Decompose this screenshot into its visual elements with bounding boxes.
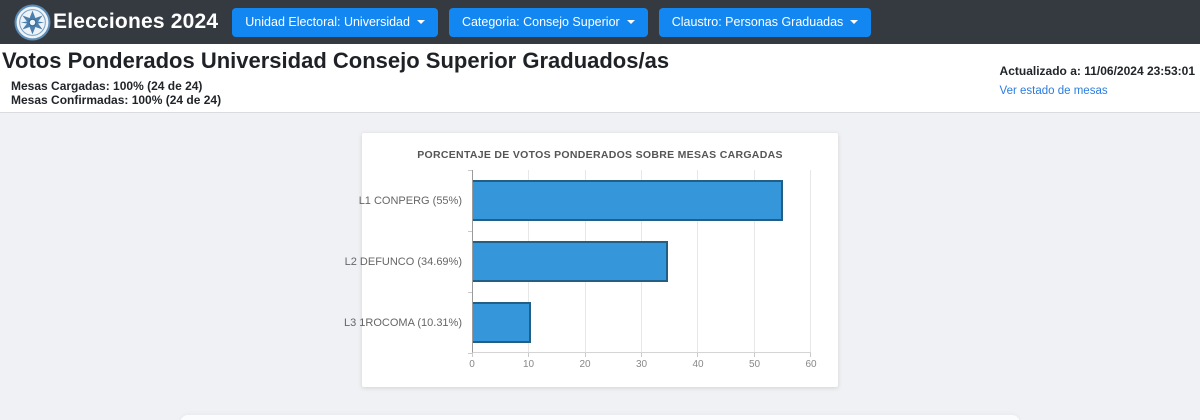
mesas-confirmadas-text: Mesas Confirmadas: 100% (24 de 24): [11, 93, 222, 108]
dropdown-categoria-label: Categoria: Consejo Superior: [461, 15, 620, 29]
navbar: Elecciones 2024 Unidad Electoral: Univer…: [0, 0, 1200, 44]
next-card-top-edge: [180, 415, 1020, 420]
y-tick-mark: [468, 292, 472, 293]
content-area: PORCENTAJE DE VOTOS PONDERADOS SOBRE MES…: [0, 112, 1200, 420]
chart-bar[interactable]: [473, 302, 532, 343]
x-tick-label: 40: [692, 359, 704, 370]
mesas-cargadas-text: Mesas Cargadas: 100% (24 de 24): [11, 79, 203, 94]
y-tick-mark: [468, 353, 472, 354]
university-seal-icon: [14, 4, 51, 40]
x-tick-label: 60: [805, 359, 817, 370]
chevron-down-icon: [850, 20, 859, 24]
x-tick-mark: [584, 353, 586, 357]
chart-bar[interactable]: [473, 241, 669, 282]
brand-title: Elecciones 2024: [53, 10, 219, 33]
ver-estado-de-mesas-link[interactable]: Ver estado de mesas: [999, 85, 1108, 97]
gridline: [697, 170, 699, 352]
mesas-stats: Mesas Cargadas: 100% (24 de 24) Mesas Co…: [11, 79, 1192, 107]
updated-at-text: Actualizado a: 11/06/2024 23:53:01: [999, 64, 1195, 78]
brand[interactable]: Elecciones 2024: [14, 4, 218, 41]
chart-title: PORCENTAJE DE VOTOS PONDERADOS SOBRE MES…: [417, 149, 783, 161]
x-tick-mark: [697, 353, 699, 357]
chevron-down-icon: [626, 20, 635, 24]
x-tick-mark: [641, 353, 642, 357]
chart-category-label: L3 1ROCOMA (10.31%): [344, 316, 462, 329]
page-title: Votos Ponderados Universidad Consejo Sup…: [2, 48, 670, 73]
x-tick-label: 0: [469, 359, 475, 370]
chart-plot: [468, 170, 811, 357]
y-tick-mark: [468, 170, 472, 171]
x-tick-label: 10: [522, 359, 535, 370]
x-tick-mark: [528, 353, 530, 357]
dropdown-unidad-electoral-label: Unidad Electoral: Universidad: [245, 15, 410, 29]
x-tick-mark: [753, 353, 755, 357]
x-tick-mark: [472, 353, 473, 357]
chart-bar[interactable]: [473, 180, 783, 221]
x-tick-label: 20: [579, 359, 591, 370]
dropdown-claustro[interactable]: Claustro: Personas Graduadas: [658, 7, 872, 37]
x-tick-label: 30: [635, 359, 648, 370]
chart-category-label: L1 CONPERG (55%): [358, 194, 462, 207]
dropdown-claustro-label: Claustro: Personas Graduadas: [671, 15, 844, 29]
y-tick-mark: [468, 231, 472, 232]
chart-card: PORCENTAJE DE VOTOS PONDERADOS SOBRE MES…: [344, 133, 838, 387]
dropdown-unidad-electoral[interactable]: Unidad Electoral: Universidad: [232, 7, 438, 37]
updated-block: Actualizado a: 11/06/2024 23:53:01 Ver e…: [1000, 64, 1195, 99]
chart-category-label: L2 DEFUNCO (34.69%): [344, 255, 462, 268]
page-header: Votos Ponderados Universidad Consejo Sup…: [0, 44, 1200, 112]
x-tick-label: 50: [748, 359, 761, 370]
dropdown-categoria[interactable]: Categoria: Consejo Superior: [448, 7, 648, 37]
chevron-down-icon: [416, 20, 425, 24]
gridline: [810, 170, 811, 352]
gridline: [753, 170, 755, 352]
x-tick-mark: [810, 353, 811, 357]
